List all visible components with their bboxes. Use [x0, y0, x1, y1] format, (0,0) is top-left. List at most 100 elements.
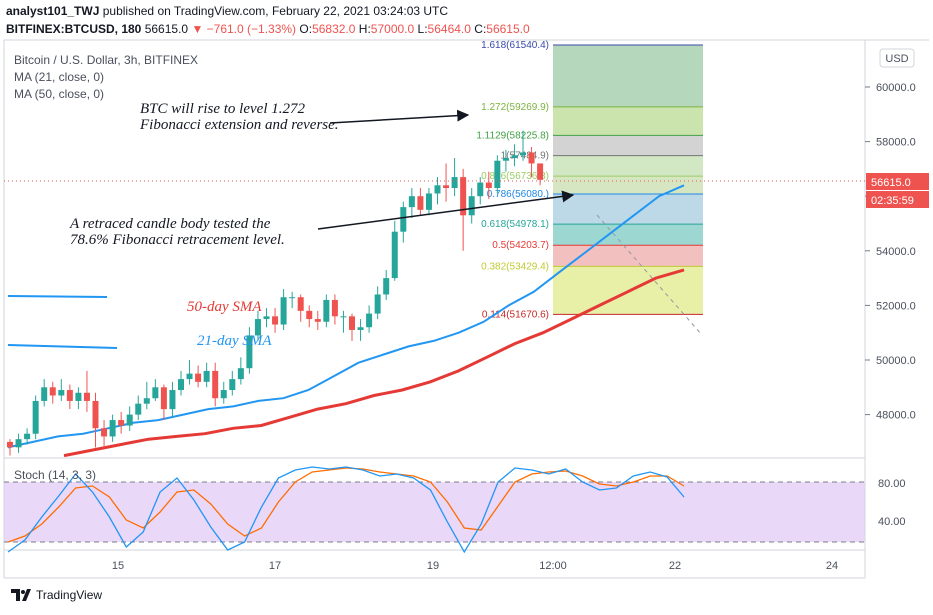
close-value: 56615.0: [486, 22, 530, 36]
candle-body: [66, 390, 73, 401]
legend-ma50: MA (50, close, 0): [14, 87, 104, 101]
currency-label: USD: [885, 53, 908, 65]
candle-body: [152, 387, 159, 399]
candle-body: [494, 160, 501, 189]
candle-body: [263, 316, 270, 320]
drawn-line-lower[interactable]: [7, 344, 118, 349]
candle-body: [229, 379, 236, 391]
candle-body: [169, 390, 176, 410]
fib-zone: [553, 44, 703, 107]
fib-level-label: 0.5(54203.7): [492, 240, 549, 251]
fib-level-label: 1.618(61540.4): [481, 40, 549, 51]
legend-ma21: MA (21, close, 0): [14, 70, 104, 84]
fib-level-label: 0.618(54978.1): [481, 219, 549, 230]
candle-body: [41, 387, 48, 401]
y-tick-label: 52000.0: [876, 300, 916, 312]
chart-legend-title: Bitcoin / U.S. Dollar, 3h, BITFINEX: [14, 53, 198, 67]
y-tick-label: 58000.0: [876, 137, 916, 149]
fib-level-label: 0.114(51670.6): [482, 309, 549, 320]
fib-level-label: 1.272(59269.9): [481, 102, 549, 113]
stoch-tick-40: 40.00: [878, 516, 906, 528]
candle-body: [460, 177, 467, 216]
x-tick-1200: 12:00: [539, 560, 567, 572]
sma21-label: 21-day SMA: [197, 333, 272, 349]
drawn-line-upper[interactable]: [7, 295, 108, 298]
x-tick-15: 15: [112, 560, 124, 572]
candle-body: [101, 428, 108, 437]
candle-body: [306, 310, 313, 320]
y-tick-label: 50000.0: [876, 355, 916, 367]
fib-level-label: 1.1129(58225.8): [476, 130, 549, 141]
candle-body: [443, 185, 450, 189]
candle-body: [135, 403, 142, 415]
candle-body: [254, 319, 261, 336]
candle-body: [143, 398, 150, 404]
ma50-line-group: [63, 268, 685, 458]
candle-body: [195, 373, 202, 382]
candle-body: [511, 155, 518, 158]
low-value: 56464.0: [427, 22, 471, 36]
x-axis: 15 17 19 12:00 22 24: [112, 560, 838, 572]
low-label: L:: [417, 22, 428, 36]
candle-body: [502, 157, 509, 161]
candle-body: [178, 379, 184, 391]
annotation-arrow-top[interactable]: [329, 109, 470, 124]
candle-body: [7, 441, 13, 448]
candle-body: [109, 420, 116, 437]
x-tick-22: 22: [669, 560, 681, 572]
annotation-arrow-mid[interactable]: [317, 190, 575, 230]
candles: [7, 130, 544, 456]
candle-body: [314, 319, 321, 322]
candle-body: [383, 278, 390, 295]
candle-body: [349, 316, 355, 330]
last-price: 56615.0: [144, 22, 189, 36]
candle-body: [237, 368, 244, 380]
countdown-value: 02:35:59: [871, 195, 914, 207]
fib-level-label: 0.786(56080.): [487, 189, 549, 200]
x-tick-19: 19: [427, 560, 439, 572]
candle-body: [203, 370, 210, 382]
ma50-line: [63, 268, 685, 458]
candle-body: [24, 433, 31, 440]
fib-zone: [553, 106, 703, 136]
currency-badge[interactable]: [879, 48, 915, 68]
candle-body: [520, 152, 526, 156]
candle-body: [537, 163, 544, 180]
candle-body: [366, 313, 373, 328]
y-tick-label: 54000.0: [876, 246, 916, 258]
fib-level-label: 0.886(56736.8): [481, 171, 549, 182]
candle-body: [391, 231, 398, 279]
footer-brand[interactable]: TradingView: [10, 588, 102, 602]
x-tick-17: 17: [269, 560, 281, 572]
candle-body: [92, 400, 99, 429]
candle-body: [126, 414, 133, 426]
fib-level-label: 1(57484.9): [501, 151, 549, 162]
current-price-tag: [866, 173, 929, 190]
annotation-top-line1: BTC will rise to level 1.272: [140, 101, 305, 117]
candle-body: [425, 193, 432, 210]
candle-body: [49, 387, 56, 396]
candle-body: [340, 316, 347, 318]
projection-dashed-line[interactable]: [596, 214, 703, 336]
y-axis-ticks: 48000.050000.052000.054000.056000.058000…: [865, 82, 916, 422]
fib-zone: [553, 245, 703, 267]
candle-body: [528, 152, 535, 164]
candle-body: [160, 387, 167, 410]
candle-body: [212, 370, 219, 399]
ma21-line-group: [7, 184, 685, 449]
high-value: 57000.0: [370, 22, 415, 36]
candle-body: [374, 294, 381, 314]
price-change: ▼ −761.0 (−1.33%): [191, 22, 297, 36]
y-tick-label: 60000.0: [876, 82, 916, 94]
author-name[interactable]: analyst101_TWJ: [6, 4, 100, 18]
candle-body: [485, 182, 492, 189]
brand-name: TradingView: [36, 588, 103, 602]
annotation-mid-line1: A retraced candle body tested the: [69, 216, 271, 232]
fibonacci-extension[interactable]: 1.618(61540.4) 1.272(59269.9) 1.1129(58225…: [476, 40, 703, 320]
candle-body: [417, 196, 424, 210]
publish-text: published on TradingView.com, February 2…: [102, 4, 449, 18]
candle-body: [15, 439, 22, 448]
candle-body: [331, 299, 338, 317]
candle-body: [272, 316, 279, 325]
